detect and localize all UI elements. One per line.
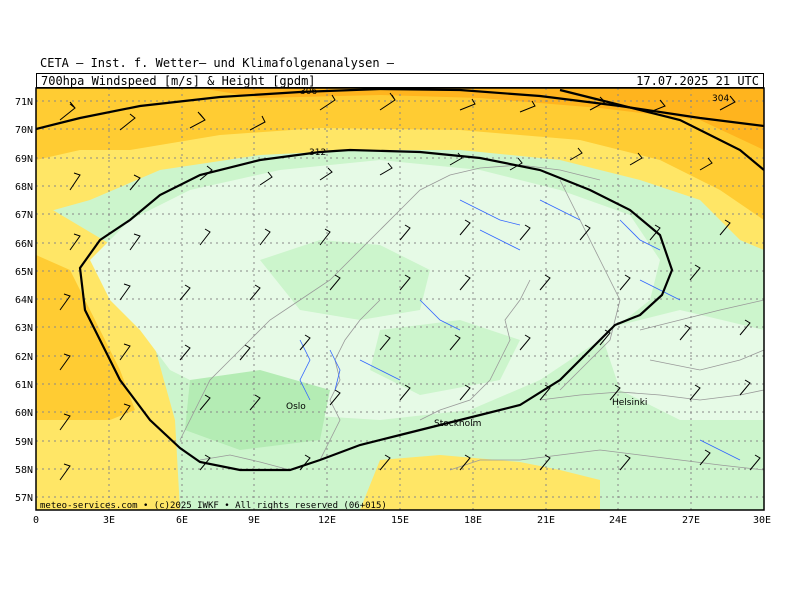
coastlines [179, 164, 764, 471]
contour-306 [36, 88, 764, 131]
lat-label: 61N [15, 380, 33, 391]
header-bar: 700hpa_Windspeed_[m/s]_&_Height_[gpdm] 1… [36, 73, 764, 88]
lon-label: 6E [176, 515, 188, 526]
city-oslo: Oslo [286, 402, 306, 412]
lon-label: 12E [318, 515, 336, 526]
lon-label: 27E [682, 515, 700, 526]
city-labels: Oslo Stockholm Helsinki [286, 398, 647, 429]
lon-label: 0 [33, 515, 39, 526]
lon-label: 21E [537, 515, 555, 526]
lat-label: 57N [15, 493, 33, 504]
contour-304 [559, 88, 764, 171]
lat-label: 60N [15, 408, 33, 419]
rivers [299, 199, 741, 461]
contour-label-312: 312 [309, 148, 326, 158]
lon-label: 15E [391, 515, 409, 526]
lat-label: 69N [15, 154, 33, 165]
contour-labels: 306 304 312 [300, 87, 729, 158]
lat-label: 59N [15, 437, 33, 448]
organization-title: CETA — Inst. f. Wetter— und Klimafolgena… [40, 56, 395, 70]
map-frame [35, 87, 765, 511]
credit-text: meteo-services.com • (c)2025 IWKF • All … [40, 501, 387, 511]
lat-label: 62N [15, 352, 33, 363]
city-helsinki: Helsinki [612, 398, 647, 408]
lat-label: 66N [15, 239, 33, 250]
lat-label: 65N [15, 267, 33, 278]
lon-label: 30E [753, 515, 771, 526]
lat-label: 68N [15, 182, 33, 193]
contour-label-304: 304 [712, 94, 729, 104]
lat-label: 64N [15, 295, 33, 306]
lon-label: 18E [464, 515, 482, 526]
lon-label: 9E [248, 515, 260, 526]
lat-label: 58N [15, 465, 33, 476]
wind-barbs [59, 92, 761, 481]
lon-label: 24E [609, 515, 627, 526]
lat-label: 71N [15, 97, 33, 108]
city-stockholm: Stockholm [434, 419, 481, 429]
valid-time: 17.07.2025 21 UTC [636, 74, 759, 88]
lon-label: 3E [103, 515, 115, 526]
height-contours [36, 88, 764, 472]
graticule [36, 88, 764, 510]
longitude-axis: 0 3E 6E 9E 12E 15E 18E 21E 24E 27E 30E [33, 515, 771, 526]
contour-312 [78, 148, 674, 472]
latitude-axis: 71N 70N 69N 68N 67N 66N 65N 64N 63N 62N … [15, 97, 33, 504]
lat-label: 70N [15, 125, 33, 136]
product-title: 700hpa_Windspeed_[m/s]_&_Height_[gpdm] [41, 74, 316, 88]
lat-label: 63N [15, 323, 33, 334]
lat-label: 67N [15, 210, 33, 221]
contour-label-306: 306 [300, 87, 317, 97]
